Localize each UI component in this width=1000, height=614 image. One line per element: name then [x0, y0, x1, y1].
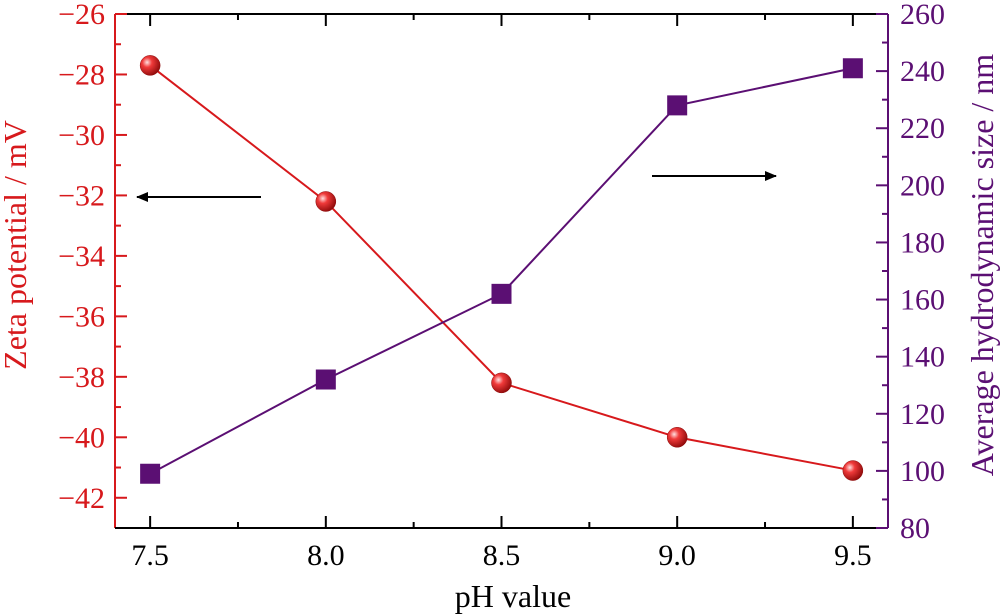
left-y-axis-title: Zeta potential / mV [0, 120, 33, 370]
right-y-tick-label: 100 [900, 455, 945, 488]
right-y-tick-label: 160 [900, 284, 945, 317]
zeta-data-point [315, 191, 337, 212]
right-y-tick-label: 200 [900, 169, 945, 202]
right-y-tick-label: 140 [900, 341, 945, 374]
x-tick-label: 8.5 [483, 539, 521, 572]
right-y-tick-label: 240 [900, 55, 945, 88]
size-data-point [491, 283, 512, 304]
right-y-tick-label: 180 [900, 226, 945, 259]
left-y-tick-label: −40 [58, 421, 105, 454]
x-tick-label: 9.5 [834, 539, 872, 572]
x-tick-label: 7.5 [131, 539, 169, 572]
zeta-data-point [139, 55, 161, 76]
left-y-tick-label: −32 [58, 179, 105, 212]
size-data-point [315, 369, 336, 390]
series-2-line [149, 67, 854, 475]
right-y-tick-label: 120 [900, 398, 945, 431]
left-y-tick-label: −36 [58, 300, 105, 333]
series-1-line [149, 64, 854, 472]
left-y-tick-label: −30 [58, 119, 105, 152]
left-y-tick-label: −42 [58, 482, 105, 515]
x-axis-title: pH value [455, 578, 571, 614]
left-y-tick-label: −38 [58, 361, 105, 394]
zeta-data-point [666, 427, 688, 448]
right-y-tick-label: 260 [900, 0, 945, 31]
right-y-tick-label: 80 [900, 512, 930, 545]
left-y-tick-label: −26 [58, 0, 105, 31]
left-y-tick-label: −28 [58, 58, 105, 91]
x-tick-label: 8.0 [307, 539, 345, 572]
right-y-tick-label: 220 [900, 112, 945, 145]
size-data-point [140, 463, 161, 484]
x-tick-label: 9.0 [658, 539, 696, 572]
left-y-tick-label: −34 [58, 240, 105, 273]
zeta-data-point [491, 372, 512, 394]
size-data-point [842, 58, 863, 79]
zeta-data-point [842, 460, 864, 481]
right-y-axis-title: Average hydrodynamic size / nm [964, 54, 1000, 476]
size-data-point [667, 95, 688, 116]
